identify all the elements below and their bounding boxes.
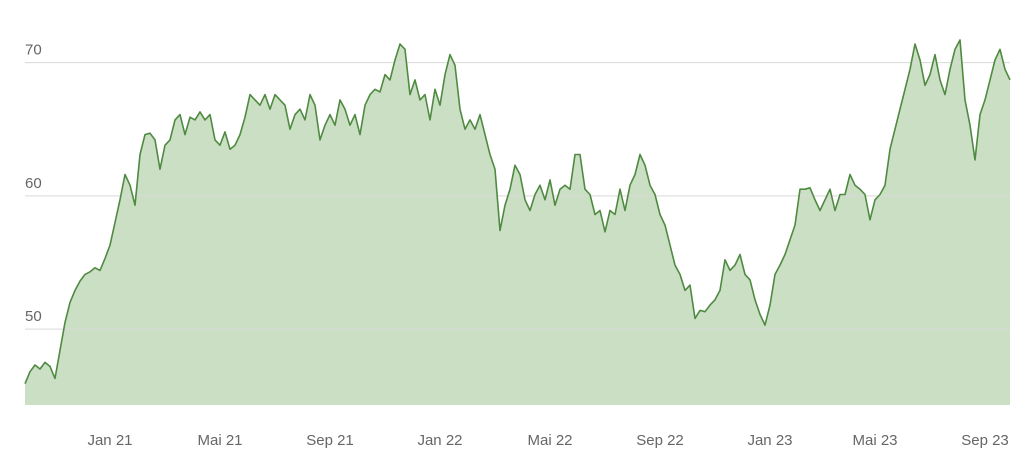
x-tick-label: Sep 21 — [306, 432, 354, 449]
x-tick-label: Sep 22 — [636, 432, 684, 449]
x-tick-label: Jan 22 — [417, 432, 462, 449]
x-tick-label: Mai 22 — [527, 432, 572, 449]
line — [24, 39, 1011, 385]
x-tick-label: Jan 23 — [747, 432, 792, 449]
y-tick-label: 50 — [25, 308, 42, 325]
x-tick-label: Mai 21 — [197, 432, 242, 449]
x-tick-label: Sep 23 — [961, 432, 1009, 449]
x-tick-label: Mai 23 — [852, 432, 897, 449]
x-tick-label: Jan 21 — [87, 432, 132, 449]
area-fill — [25, 40, 1010, 405]
y-tick-label: 60 — [25, 175, 42, 192]
y-tick-label: 70 — [25, 42, 42, 59]
